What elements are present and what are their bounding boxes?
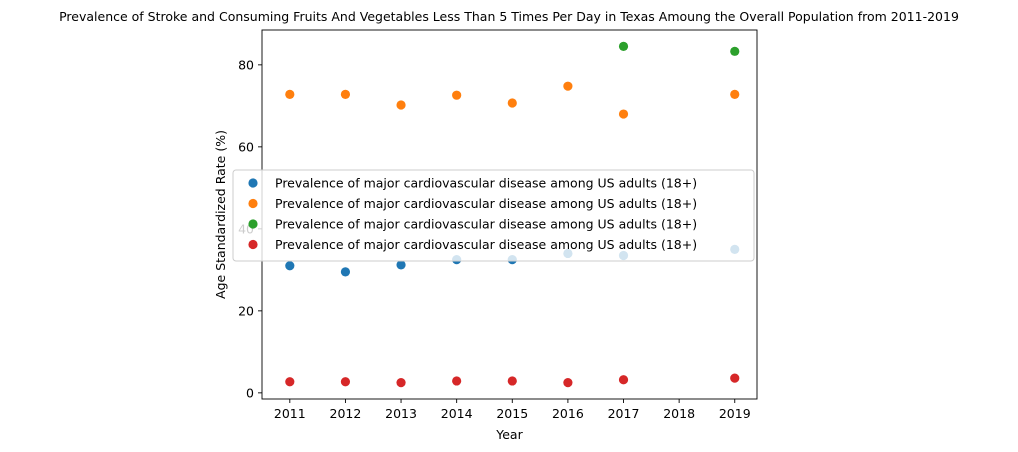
data-point [340,267,351,277]
legend-label: Prevalence of major cardiovascular disea… [275,237,697,252]
data-point [618,375,629,385]
x-tick-label: 2014 [441,406,473,421]
x-tick-label: 2011 [274,406,306,421]
data-point [452,376,462,386]
y-tick-label: 20 [238,303,254,318]
y-tick-label: 0 [246,385,254,400]
legend-marker [248,239,258,250]
legend-box [232,169,755,262]
x-tick-label: 2012 [330,406,362,421]
legend-marker [248,219,258,229]
x-tick-label: 2015 [496,406,528,421]
y-axis-label: Age Standardized Rate (%) [213,130,228,299]
data-point [285,377,295,387]
data-point [730,89,740,99]
data-point [396,100,406,110]
x-tick-label: 2016 [552,406,584,421]
y-tick-label: 80 [238,57,254,72]
data-point [618,109,629,119]
data-point [285,89,295,99]
data-point [563,378,573,388]
data-point [618,41,629,52]
data-point [396,260,406,270]
data-point [507,98,517,108]
data-point [285,261,295,271]
data-point [730,46,740,56]
legend-label: Prevalence of major cardiovascular disea… [275,217,697,232]
legend-marker [248,178,258,188]
data-point [396,378,406,388]
chart-title: Prevalence of Stroke and Consuming Fruit… [59,9,959,24]
series-3 [618,41,740,56]
data-point [507,376,517,386]
x-tick-label: 2019 [719,406,751,421]
data-point [452,90,462,100]
series-4 [285,373,740,388]
data-point [340,377,351,387]
series-2 [285,81,740,119]
legend: Prevalence of major cardiovascular disea… [232,169,755,262]
legend-label: Prevalence of major cardiovascular disea… [275,176,697,191]
data-point [340,89,351,99]
y-tick-label: 60 [238,139,254,154]
legend-label: Prevalence of major cardiovascular disea… [275,196,697,211]
x-tick-label: 2018 [663,406,695,421]
x-axis-label: Year [495,427,523,442]
x-tick-label: 2013 [385,406,417,421]
data-point [730,373,740,383]
x-tick-label: 2017 [608,406,640,421]
data-point [563,81,573,91]
legend-marker [248,198,258,209]
